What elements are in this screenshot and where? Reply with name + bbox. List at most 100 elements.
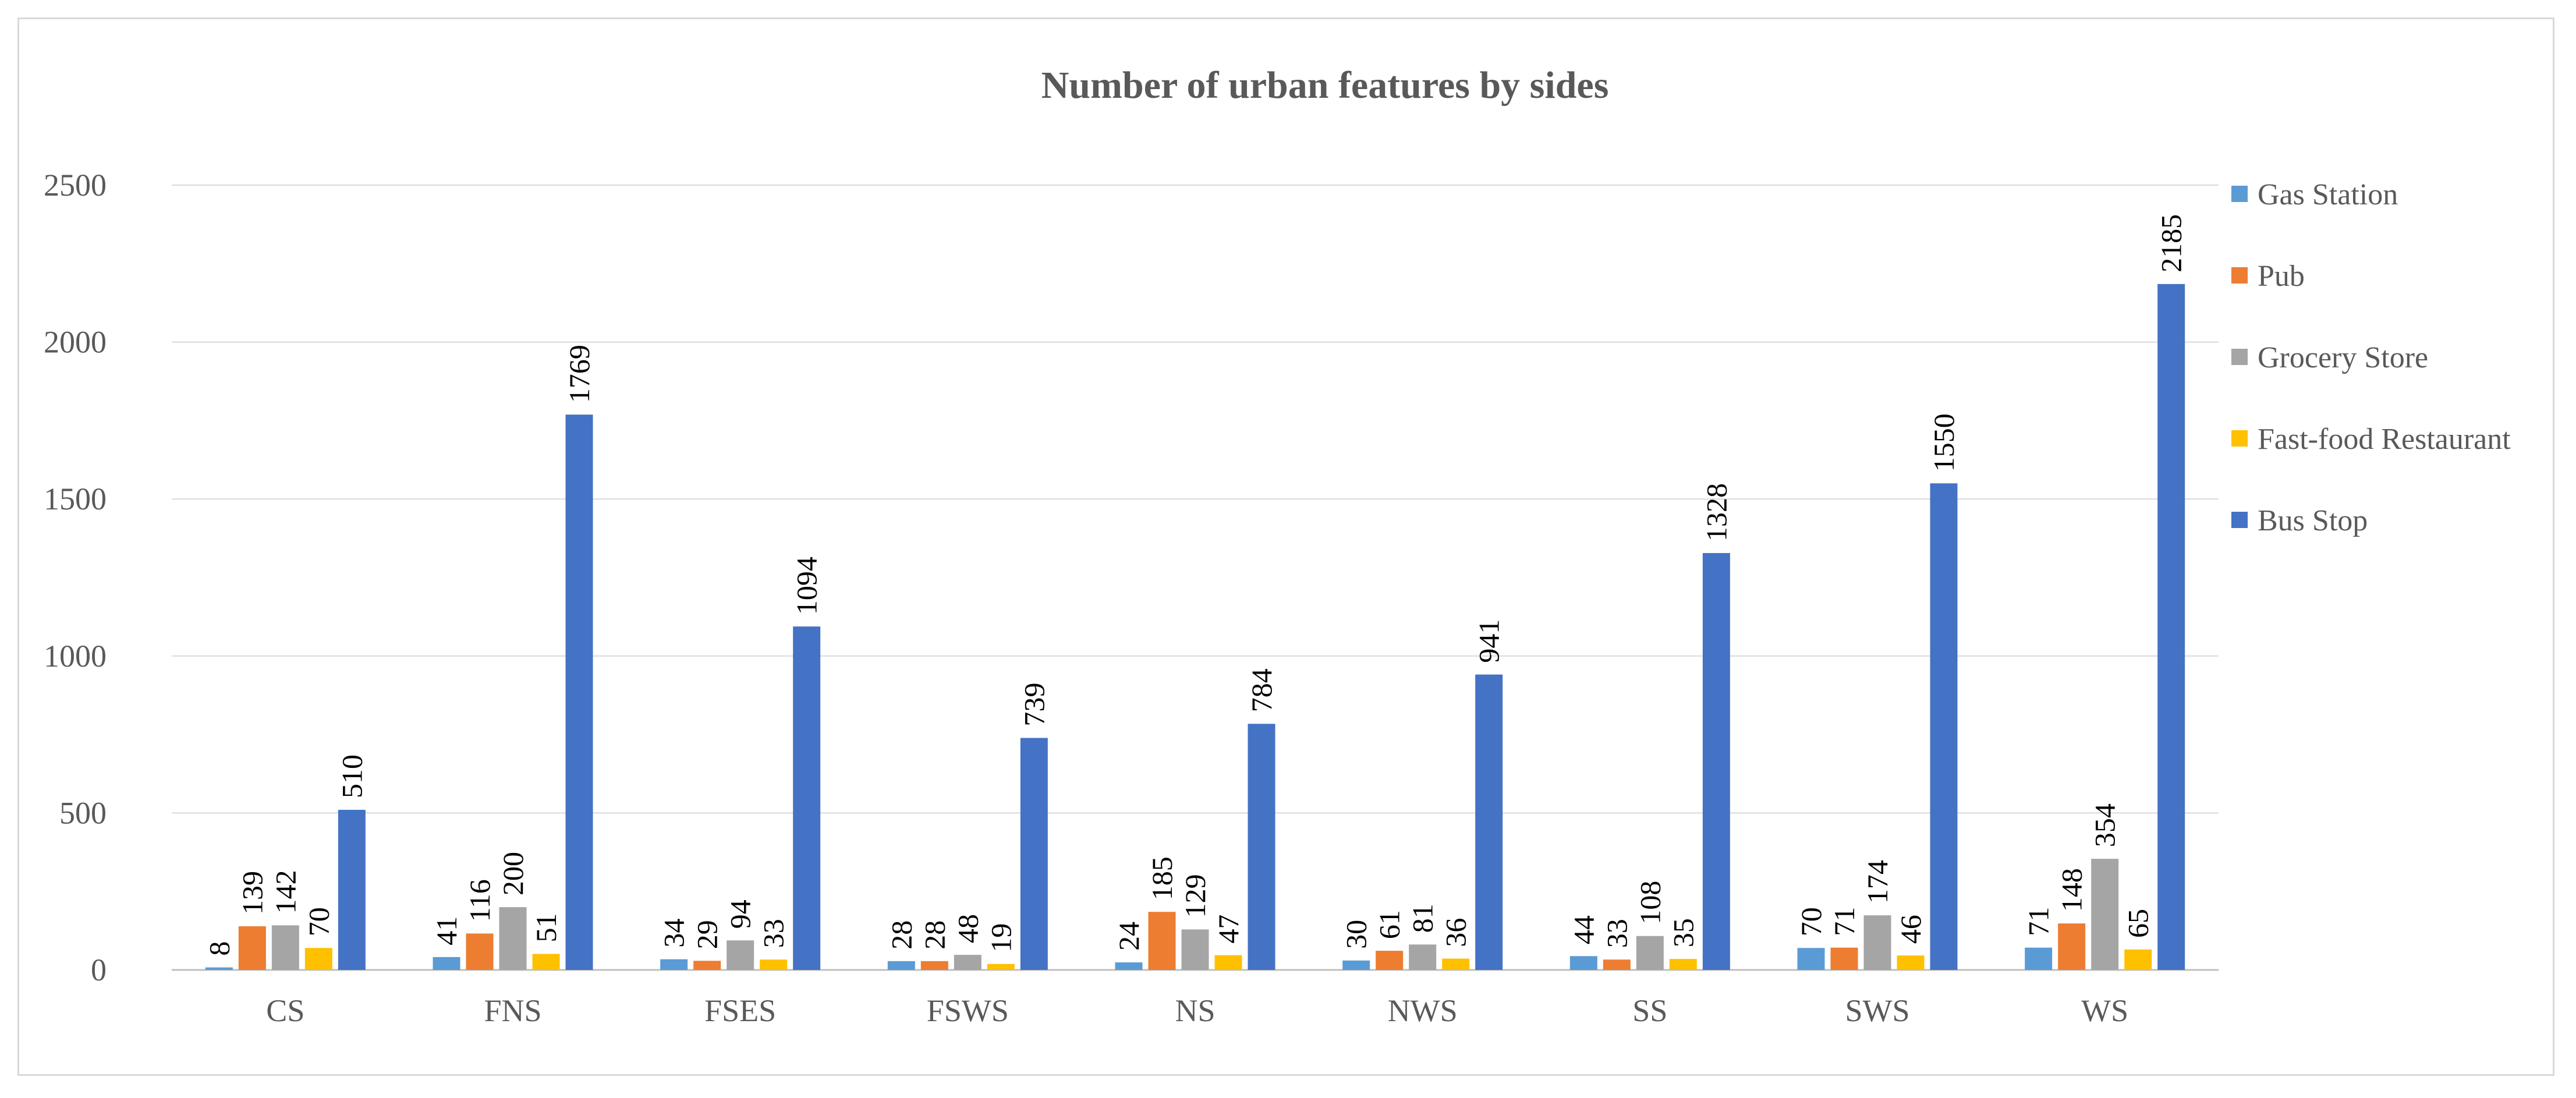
- data-label: 36: [1440, 918, 1472, 947]
- x-tick-label: WS: [2081, 993, 2128, 1028]
- data-label: 739: [1018, 683, 1050, 727]
- legend-label: Fast-food Restaurant: [2258, 423, 2511, 456]
- bar: [433, 957, 460, 970]
- data-label: 70: [1795, 907, 1827, 936]
- data-label: 33: [757, 919, 790, 948]
- legend-entry: Bus Stop: [2231, 504, 2368, 537]
- bar: [565, 415, 593, 970]
- data-label: 61: [1373, 910, 1406, 939]
- data-label: 33: [1600, 919, 1633, 948]
- bar: [1603, 959, 1631, 970]
- legend-entry: Gas Station: [2231, 178, 2398, 211]
- data-label: 29: [691, 920, 724, 949]
- data-label: 354: [2089, 803, 2121, 847]
- data-label: 510: [335, 755, 368, 798]
- bar: [987, 964, 1015, 970]
- data-label: 35: [1667, 918, 1699, 947]
- legend-label: Grocery Store: [2258, 341, 2428, 374]
- x-tick-label: SS: [1632, 993, 1667, 1028]
- bar: [1569, 956, 1597, 970]
- gridlines: [172, 185, 2219, 971]
- bar: [1830, 947, 1858, 970]
- bar: [2091, 859, 2119, 970]
- chart-frame: Number of urban features by sides 0 500 10…: [17, 17, 2554, 1076]
- data-label: 784: [1245, 668, 1278, 712]
- data-label: 116: [463, 879, 496, 922]
- y-tick-label: 1500: [44, 481, 107, 516]
- legend-swatch: [2231, 186, 2248, 202]
- bar: [1148, 912, 1176, 970]
- legend-swatch: [2231, 349, 2248, 365]
- bar: [920, 961, 948, 970]
- data-label: 941: [1473, 619, 1505, 663]
- data-label: 8: [203, 941, 235, 956]
- bar: [2058, 923, 2086, 970]
- bar: [1115, 962, 1143, 970]
- legend-swatch: [2231, 512, 2248, 528]
- data-label: 2185: [2155, 214, 2188, 272]
- legend-label: Pub: [2258, 260, 2305, 293]
- legend-entry: Grocery Store: [2231, 341, 2428, 374]
- bar: [1020, 738, 1048, 970]
- data-label: 44: [1567, 915, 1600, 944]
- y-axis: 0 500 1000 1500 2000 2500: [44, 168, 107, 987]
- legend-label: Bus Stop: [2258, 504, 2368, 537]
- bar: [238, 926, 266, 970]
- data-label: 46: [1894, 915, 1927, 944]
- data-label: 41: [430, 916, 463, 945]
- x-tick-label: FSWS: [927, 993, 1009, 1028]
- bar: [1475, 674, 1503, 970]
- data-label: 1094: [791, 557, 823, 615]
- y-tick-label: 500: [59, 795, 107, 830]
- legend-label: Gas Station: [2258, 178, 2398, 211]
- data-label: 148: [2056, 868, 2088, 912]
- x-tick-label: SWS: [1845, 993, 1909, 1028]
- bar: [1930, 483, 1958, 970]
- data-label: 19: [984, 923, 1017, 952]
- data-label: 174: [1861, 860, 1894, 904]
- data-label: 51: [530, 913, 562, 943]
- data-label: 24: [1112, 922, 1145, 951]
- chart-title: Number of urban features by sides: [1041, 64, 1609, 107]
- data-label: 48: [951, 914, 984, 943]
- legend-swatch: [2231, 267, 2248, 284]
- bar: [1702, 552, 1730, 970]
- x-tick-label: NWS: [1388, 993, 1458, 1028]
- bar: [1636, 936, 1664, 970]
- data-label: 185: [1146, 856, 1178, 900]
- data-label: 139: [236, 871, 268, 915]
- data-label: 142: [269, 870, 302, 913]
- y-tick-label: 1000: [44, 639, 107, 674]
- data-label: 81: [1406, 904, 1439, 933]
- legend-entry: Pub: [2231, 260, 2305, 293]
- data-label: 30: [1340, 920, 1373, 949]
- bar: [2157, 284, 2185, 970]
- bar: [1342, 960, 1370, 970]
- data-label: 70: [302, 907, 335, 936]
- data-label: 71: [1828, 907, 1861, 936]
- data-label: 65: [2122, 909, 2155, 938]
- y-tick-label: 0: [91, 952, 107, 987]
- data-label: 34: [658, 919, 690, 948]
- legend-entry: Fast-food Restaurant: [2231, 423, 2511, 456]
- x-tick-label: NS: [1175, 993, 1215, 1028]
- bar: [1181, 929, 1209, 970]
- bar: [338, 810, 366, 970]
- x-axis: CS FNS FSES FSWS NS NWS SS SWS WS: [266, 993, 2128, 1028]
- bar: [1214, 955, 1242, 970]
- data-label: 1550: [1927, 413, 1960, 472]
- x-tick-label: FSES: [704, 993, 776, 1028]
- data-label: 71: [2022, 907, 2055, 936]
- bar: [1442, 958, 1470, 970]
- bar: [2025, 947, 2053, 970]
- bar: [499, 907, 527, 970]
- bar: [727, 940, 754, 970]
- data-label: 47: [1212, 915, 1245, 944]
- bar: [1376, 951, 1404, 970]
- bar: [760, 959, 788, 970]
- chart-svg: Number of urban features by sides 0 500 10…: [44, 64, 2511, 1028]
- data-label: 1769: [563, 345, 596, 403]
- y-tick-label: 2000: [44, 325, 107, 360]
- x-tick-label: CS: [266, 993, 304, 1028]
- bar: [1897, 955, 1925, 970]
